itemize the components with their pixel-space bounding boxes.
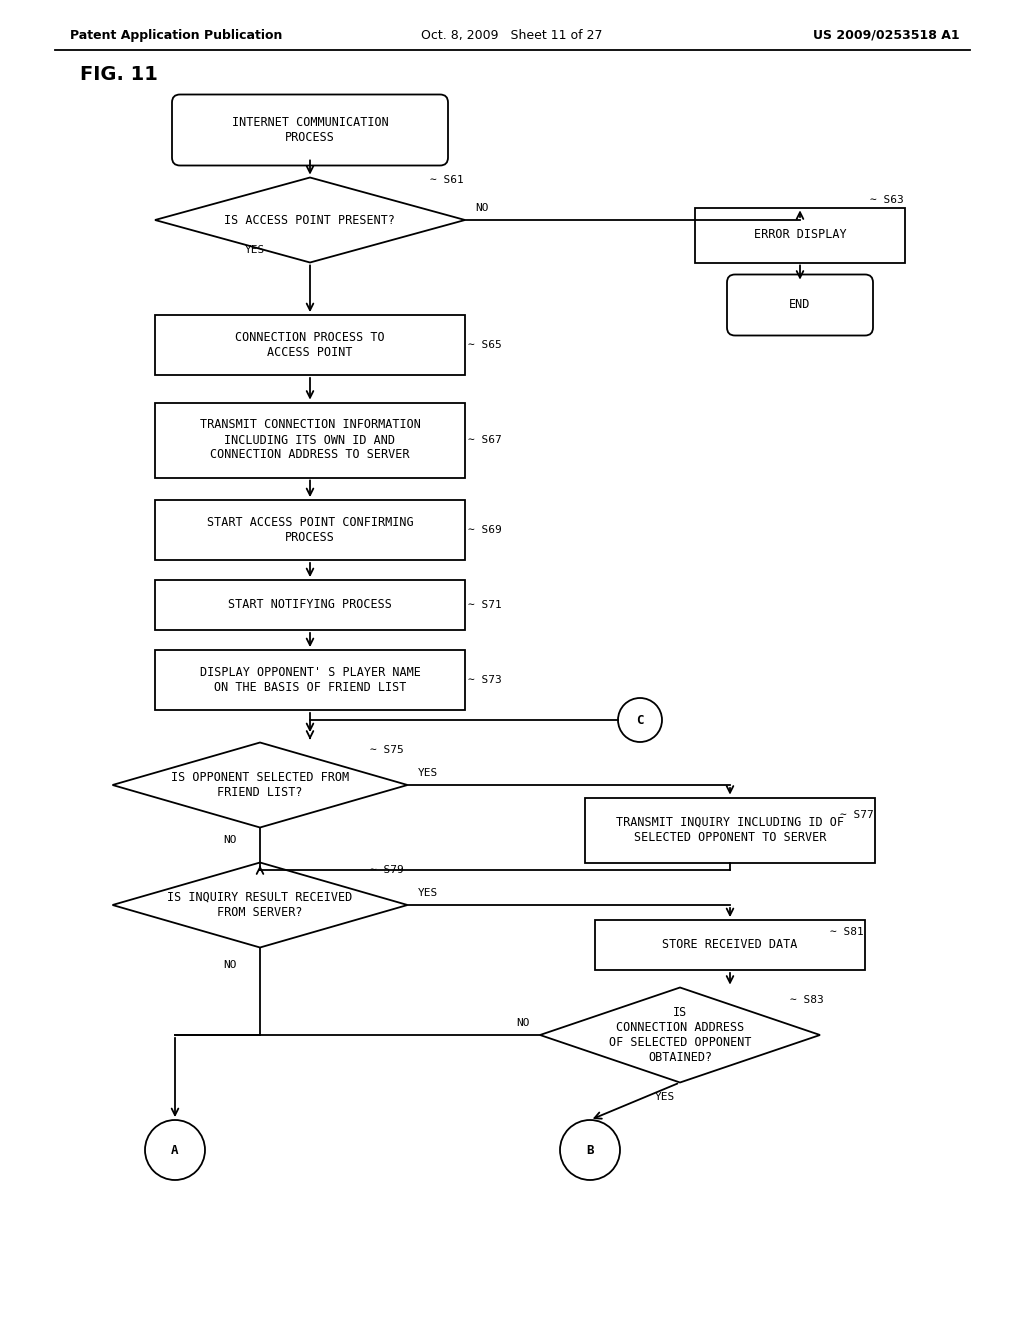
Text: Oct. 8, 2009   Sheet 11 of 27: Oct. 8, 2009 Sheet 11 of 27	[421, 29, 603, 41]
Polygon shape	[113, 862, 408, 948]
Text: YES: YES	[418, 888, 437, 898]
Bar	[155, 649, 465, 710]
FancyBboxPatch shape	[727, 275, 873, 335]
Polygon shape	[155, 177, 465, 263]
Text: ∼ S79: ∼ S79	[370, 865, 403, 875]
Text: ∼ S83: ∼ S83	[790, 995, 823, 1005]
Text: C: C	[636, 714, 644, 726]
Bar	[155, 315, 465, 375]
Text: ∼ S63: ∼ S63	[870, 195, 904, 205]
Polygon shape	[113, 742, 408, 828]
Bar	[585, 797, 874, 862]
Text: ∼ S75: ∼ S75	[370, 744, 403, 755]
FancyBboxPatch shape	[172, 95, 449, 165]
Text: IS
CONNECTION ADDRESS
OF SELECTED OPPONENT
OBTAINED?: IS CONNECTION ADDRESS OF SELECTED OPPONE…	[608, 1006, 752, 1064]
Circle shape	[618, 698, 662, 742]
Text: IS ACCESS POINT PRESENT?: IS ACCESS POINT PRESENT?	[224, 214, 395, 227]
Text: STORE RECEIVED DATA: STORE RECEIVED DATA	[663, 939, 798, 952]
Text: YES: YES	[418, 768, 437, 777]
Text: NO: NO	[223, 960, 237, 970]
Bar	[155, 403, 465, 478]
Text: ∼ S67: ∼ S67	[468, 436, 502, 445]
Text: YES: YES	[655, 1093, 675, 1102]
Text: CONNECTION PROCESS TO
ACCESS POINT: CONNECTION PROCESS TO ACCESS POINT	[236, 331, 385, 359]
Text: IS INQUIRY RESULT RECEIVED
FROM SERVER?: IS INQUIRY RESULT RECEIVED FROM SERVER?	[167, 891, 352, 919]
Text: ∼ S73: ∼ S73	[468, 675, 502, 685]
Text: US 2009/0253518 A1: US 2009/0253518 A1	[813, 29, 961, 41]
Text: TRANSMIT CONNECTION INFORMATION
INCLUDING ITS OWN ID AND
CONNECTION ADDRESS TO S: TRANSMIT CONNECTION INFORMATION INCLUDIN…	[200, 418, 421, 462]
Bar	[155, 500, 465, 560]
Polygon shape	[540, 987, 820, 1082]
Text: NO: NO	[516, 1018, 530, 1028]
Text: ∼ S61: ∼ S61	[430, 176, 464, 185]
Text: NO: NO	[223, 836, 237, 845]
Bar	[595, 920, 865, 970]
Circle shape	[145, 1119, 205, 1180]
Text: A: A	[171, 1143, 179, 1156]
Text: ∼ S77: ∼ S77	[840, 810, 873, 820]
Text: ∼ S71: ∼ S71	[468, 601, 502, 610]
Text: IS OPPONENT SELECTED FROM
FRIEND LIST?: IS OPPONENT SELECTED FROM FRIEND LIST?	[171, 771, 349, 799]
Bar	[695, 207, 905, 263]
Text: TRANSMIT INQUIRY INCLUDING ID OF
SELECTED OPPONENT TO SERVER: TRANSMIT INQUIRY INCLUDING ID OF SELECTE…	[616, 816, 844, 843]
Text: ERROR DISPLAY: ERROR DISPLAY	[754, 228, 846, 242]
Text: ∼ S81: ∼ S81	[830, 927, 864, 937]
Text: START NOTIFYING PROCESS: START NOTIFYING PROCESS	[228, 598, 392, 611]
Text: ∼ S69: ∼ S69	[468, 525, 502, 535]
Text: YES: YES	[245, 246, 265, 255]
Text: END: END	[790, 298, 811, 312]
Text: START ACCESS POINT CONFIRMING
PROCESS: START ACCESS POINT CONFIRMING PROCESS	[207, 516, 414, 544]
Text: Patent Application Publication: Patent Application Publication	[70, 29, 283, 41]
Text: B: B	[587, 1143, 594, 1156]
Text: ∼ S65: ∼ S65	[468, 341, 502, 350]
Bar	[155, 579, 465, 630]
Text: FIG. 11: FIG. 11	[80, 66, 158, 84]
Text: INTERNET COMMUNICATION
PROCESS: INTERNET COMMUNICATION PROCESS	[231, 116, 388, 144]
Circle shape	[560, 1119, 620, 1180]
Text: DISPLAY OPPONENT' S PLAYER NAME
ON THE BASIS OF FRIEND LIST: DISPLAY OPPONENT' S PLAYER NAME ON THE B…	[200, 667, 421, 694]
Text: NO: NO	[475, 203, 488, 213]
